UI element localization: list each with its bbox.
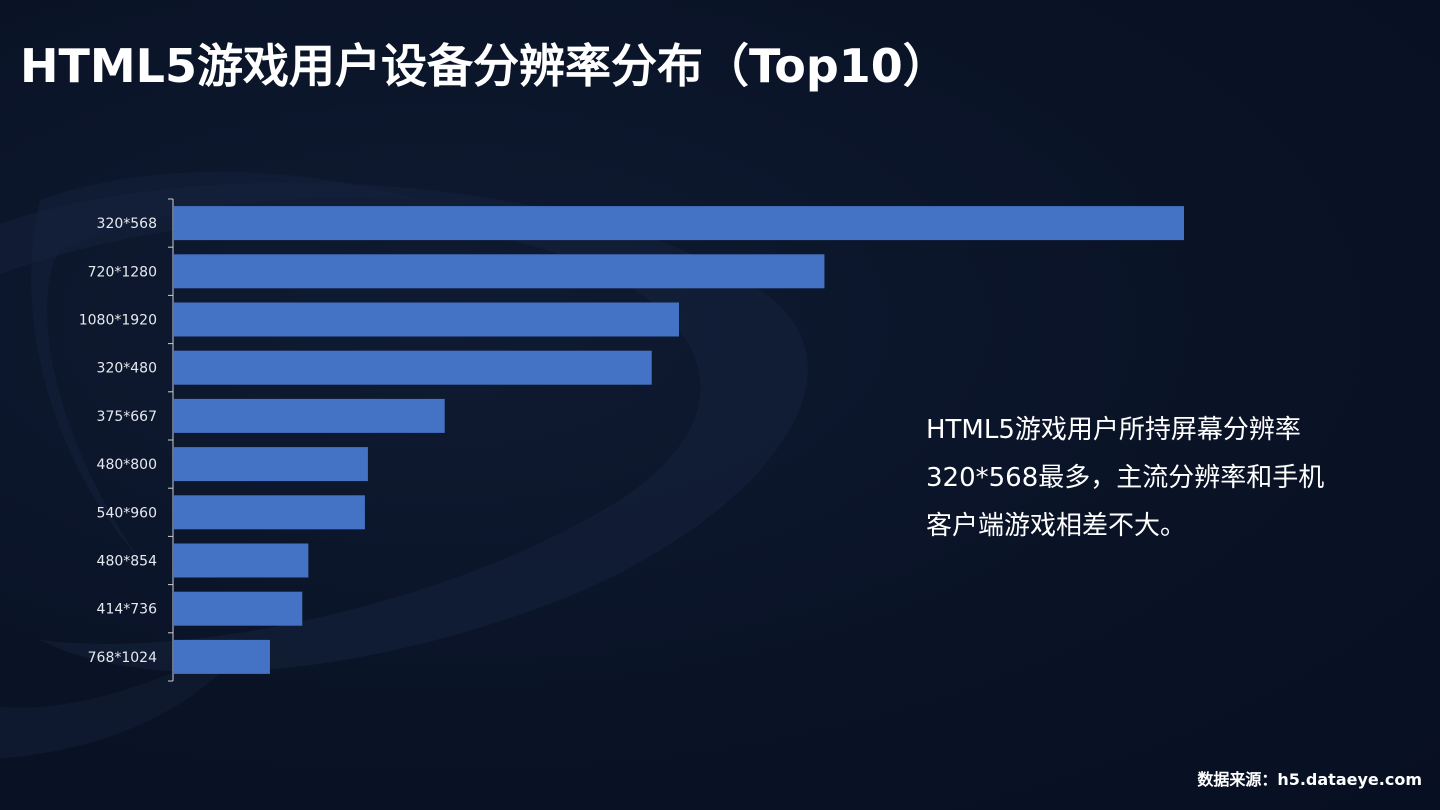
category-label: 320*480: [97, 361, 157, 377]
bar-480*854: [174, 543, 309, 578]
category-label: 540*960: [97, 505, 157, 521]
bars-layer: [174, 206, 1184, 674]
category-label: 320*568: [97, 216, 157, 232]
bar-540*960: [174, 495, 365, 530]
category-label: 720*1280: [88, 264, 157, 280]
bar-320*480: [174, 350, 652, 385]
category-label: 480*800: [97, 457, 157, 473]
category-axis: [168, 198, 174, 682]
page-title: HTML5游戏用户设备分辨率分布（Top10）: [20, 39, 949, 93]
bar-414*736: [174, 591, 303, 626]
bar-720*1280: [174, 254, 825, 289]
category-label: 768*1024: [88, 650, 157, 666]
data-source-note: 数据来源：h5.dataeye.com: [1197, 770, 1422, 789]
category-label: 414*736: [97, 602, 158, 618]
bar-480*800: [174, 447, 368, 482]
category-label: 1080*1920: [79, 313, 157, 329]
bar-320*568: [174, 206, 1184, 241]
category-label: 375*667: [97, 409, 157, 425]
category-labels-layer: 320*568 720*1280 1080*1920 320*480 375*667 48…: [79, 216, 157, 666]
bar-1080*1920: [174, 302, 679, 337]
bar-768*1024: [174, 639, 270, 674]
insight-note: HTML5游戏用户所持屏幕分辨率320*568最多，主流分辨率和手机客户端游戏相…: [926, 415, 1325, 541]
bar-375*667: [174, 398, 445, 433]
category-label: 480*854: [97, 554, 158, 570]
